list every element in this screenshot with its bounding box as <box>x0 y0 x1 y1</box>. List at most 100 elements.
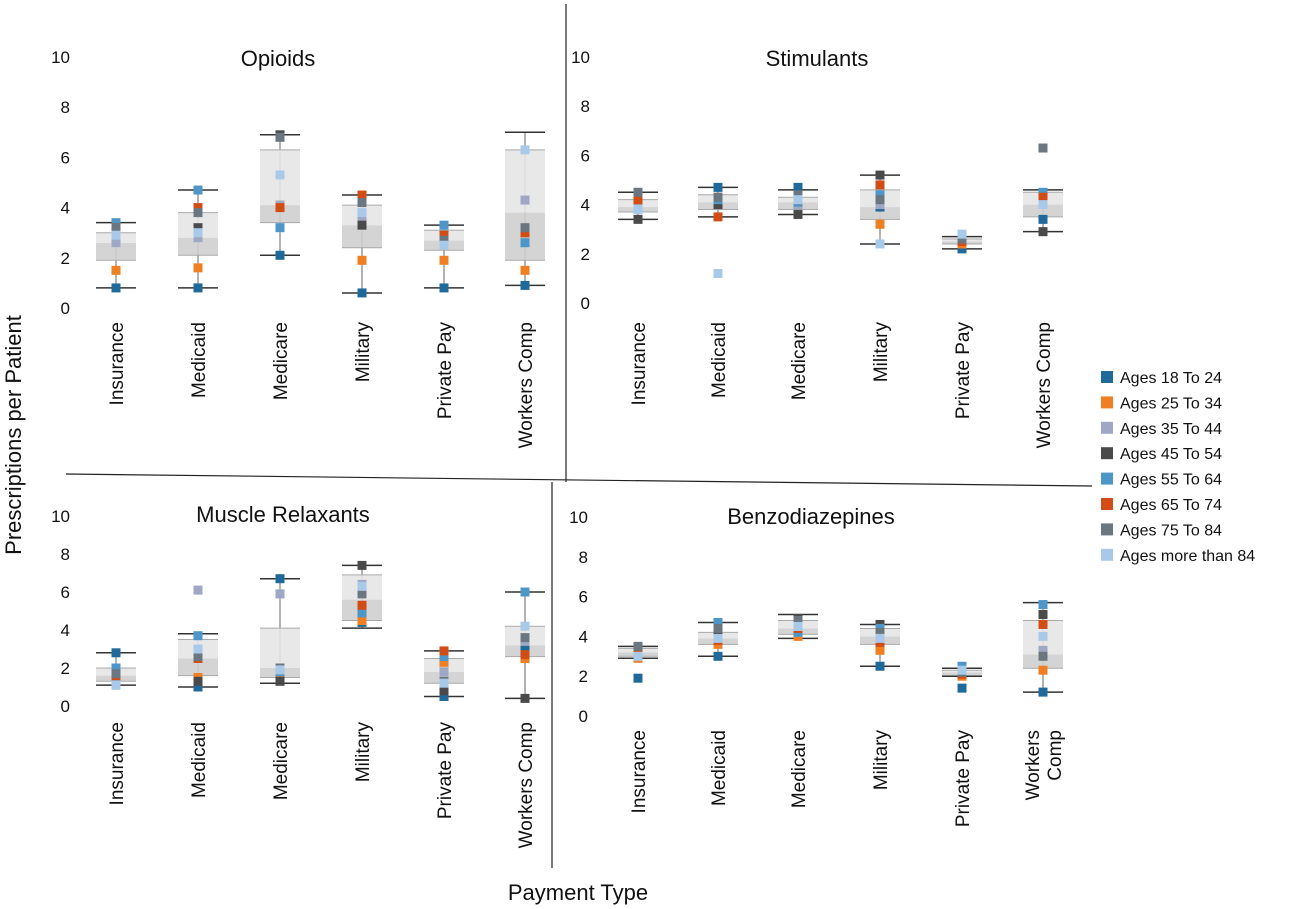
data-point <box>193 233 203 243</box>
data-point <box>1038 631 1048 641</box>
box-lower <box>178 237 218 256</box>
series-2 <box>111 195 530 248</box>
y-tick-label: 10 <box>569 508 588 527</box>
series-6 <box>111 589 530 686</box>
data-point <box>875 180 885 190</box>
data-point <box>713 633 723 643</box>
data-point <box>633 651 643 661</box>
y-tick-label: 6 <box>579 588 588 607</box>
series-3 <box>111 560 530 703</box>
data-point <box>439 255 449 265</box>
data-point <box>1038 187 1048 197</box>
category-label: Medicare <box>789 322 810 400</box>
data-point <box>357 616 367 625</box>
category-label: Insurance <box>629 322 650 405</box>
y-tick-label: 8 <box>61 545 70 564</box>
series-3 <box>633 610 1048 675</box>
data-point <box>439 686 449 696</box>
legend-label: Ages 75 To 84 <box>1120 522 1222 539</box>
data-point <box>957 683 967 693</box>
category-label: Medicare <box>271 722 292 800</box>
data-point <box>1038 227 1048 237</box>
data-point <box>633 205 643 215</box>
legend-swatch <box>1101 498 1113 510</box>
panel-title: Stimulants <box>766 46 869 71</box>
series-5 <box>111 600 530 681</box>
box-workers-comp <box>505 131 545 287</box>
y-tick-label: 10 <box>51 507 70 526</box>
y-tick-label: 4 <box>581 196 590 215</box>
series-6 <box>111 132 530 245</box>
data-point <box>1038 214 1048 224</box>
category-label: Military <box>353 322 374 383</box>
y-tick-label: 2 <box>579 667 588 686</box>
data-point <box>1038 200 1048 210</box>
legend-label: Ages 35 To 44 <box>1120 421 1222 438</box>
y-tick-label: 8 <box>579 548 588 567</box>
data-point <box>1038 687 1048 697</box>
y-tick-label: 2 <box>581 245 590 264</box>
panel-title: Benzodiazepines <box>727 504 895 529</box>
data-point <box>520 693 530 703</box>
data-point <box>633 641 643 651</box>
data-point <box>875 170 885 180</box>
data-point <box>439 678 449 688</box>
y-tick-label: 10 <box>51 48 70 67</box>
series-4 <box>111 587 530 677</box>
data-point <box>520 621 530 631</box>
panel-0: Opioids 0 2 4 6 8 10 Insurance Medicaid Medicare M… <box>51 46 545 448</box>
series-0 <box>633 182 1048 254</box>
category-label: Insurance <box>629 730 650 813</box>
category-label: Medicaid <box>189 722 210 798</box>
data-point <box>633 214 643 224</box>
data-point <box>357 208 367 218</box>
data-point <box>111 230 121 240</box>
category-label: Insurance <box>107 722 128 805</box>
data-point <box>439 657 449 667</box>
category-label: Military <box>871 730 892 791</box>
category-label: Private Pay <box>953 322 974 420</box>
data-point <box>633 187 643 197</box>
data-point <box>520 223 530 233</box>
y-tick-label: 8 <box>61 98 70 117</box>
y-tick-label: 10 <box>571 48 590 67</box>
series-2 <box>111 579 530 682</box>
data-point <box>520 642 530 652</box>
y-tick-label: 4 <box>579 627 588 646</box>
data-point <box>111 680 121 690</box>
panel-title: Muscle Relaxants <box>196 502 370 527</box>
legend-box <box>1094 363 1306 585</box>
data-point <box>439 652 449 662</box>
data-point <box>357 215 367 225</box>
series-3 <box>111 130 530 240</box>
category-label: Medicare <box>271 322 292 400</box>
data-point <box>713 268 723 278</box>
data-point <box>520 195 530 205</box>
data-point <box>713 182 723 192</box>
box-lower <box>178 658 218 676</box>
series-4 <box>633 600 1048 671</box>
data-point <box>875 219 885 229</box>
series-6 <box>633 143 1048 244</box>
data-point <box>111 663 121 673</box>
category-label: Medicaid <box>189 322 210 398</box>
data-point <box>193 203 203 213</box>
data-point <box>193 228 203 238</box>
legend-label: Ages more than 84 <box>1120 548 1255 565</box>
series-7 <box>111 145 530 250</box>
series-0 <box>111 250 530 298</box>
data-point <box>357 288 367 298</box>
data-point <box>275 589 285 599</box>
series-3 <box>633 170 1048 246</box>
data-point <box>875 195 885 205</box>
data-point <box>275 250 285 260</box>
y-tick-label: 2 <box>61 659 70 678</box>
y-tick-label: 0 <box>579 707 588 726</box>
data-point <box>957 244 967 254</box>
category-label: WorkersComp <box>1023 730 1066 800</box>
y-tick-label: 6 <box>61 583 70 602</box>
data-point <box>111 283 121 293</box>
series-7 <box>633 195 1048 278</box>
series-4 <box>633 187 1048 242</box>
